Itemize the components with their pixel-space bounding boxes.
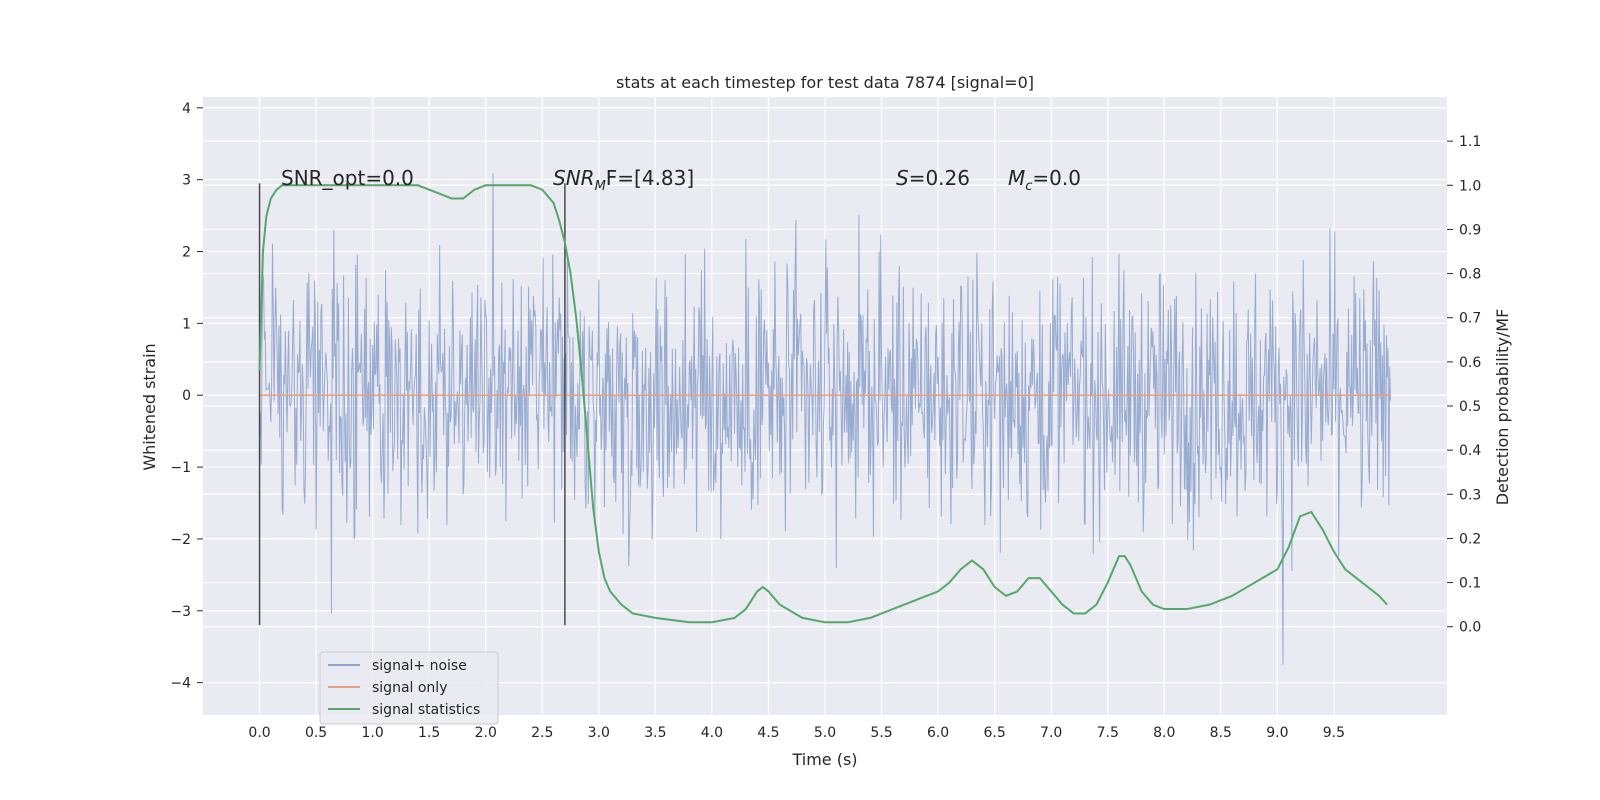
annotation-snr-mf-main: SNR [553,166,595,190]
annotation-snr-mf-sub: M [595,179,606,194]
x-tick-label: 6.5 [984,725,1006,741]
chart-title: stats at each timestep for test data 787… [616,73,1034,92]
annotation-s-main: S [896,166,909,190]
y-tick-label: −4 [170,676,191,692]
annotation-mc-tail: =0.0 [1032,166,1081,190]
x-tick-label: 5.0 [814,725,836,741]
y2-tick-label: 0.9 [1459,222,1481,238]
series-signal-noise [259,173,1391,665]
x-tick-label: 4.5 [757,725,779,741]
y2-tick-label: 0.4 [1459,443,1481,459]
x-tick-label: 4.0 [701,725,723,741]
annotation-snr-mf-tail: F=[4.83] [606,166,694,190]
y2-tick-label: 1.0 [1459,178,1481,194]
y2-tick-label: 0.3 [1459,487,1481,503]
x-tick-label: 3.0 [588,725,610,741]
annotation-s: S=0.26 [896,166,970,190]
y2-tick-label: 0.8 [1459,267,1481,283]
y2-tick-label: 0.0 [1459,620,1481,636]
x-tick-label: 2.5 [531,725,553,741]
y-tick-label: −1 [170,460,191,476]
x-tick-label: 0.0 [248,725,270,741]
y2-tick-label: 0.2 [1459,531,1481,547]
legend-label-signal-only: signal only [372,680,447,696]
x-tick-label: 5.5 [870,725,892,741]
series-signal-statistics [258,184,1388,624]
x-tick-label: 7.5 [1097,725,1119,741]
legend-label-statistics: signal statistics [372,702,480,718]
y2-tick-label: 0.5 [1459,399,1481,415]
x-tick-label: 2.0 [475,725,497,741]
noise-trace [259,173,1391,665]
y2-tick-label: 0.6 [1459,355,1481,371]
y-tick-label: 3 [182,173,191,189]
y-tick-label: −2 [170,532,191,548]
annotation-mc-sub: c [1025,179,1032,194]
annotation-mc-main: M [1008,166,1025,190]
x-tick-label: 9.0 [1266,725,1288,741]
y2-tick-label: 0.7 [1459,311,1481,327]
x-tick-label: 0.5 [305,725,327,741]
y-tick-label: −3 [170,604,191,620]
annotation-snr-mf: SNRMF=[4.83] [553,166,694,194]
y-tick-label: 0 [182,388,191,404]
legend-box [319,651,499,725]
x-tick-label: 1.5 [418,725,440,741]
x-tick-label: 6.0 [927,725,949,741]
annotation-mc: Mc=0.0 [1008,166,1081,194]
annotation-s-tail: =0.26 [909,166,970,190]
y-axis-ticks: −4 −3 −2 −1 0 1 2 3 4 [170,101,203,692]
x-axis-ticks: 0.0 0.5 1.0 1.5 2.0 2.5 3.0 3.5 4.0 4.5 5.0 5.5 6.0 6… [248,725,1345,741]
y-tick-label: 1 [182,316,191,332]
x-tick-label: 8.5 [1210,725,1232,741]
y-tick-label: 2 [182,245,191,261]
y2-tick-label: 0.1 [1459,576,1481,592]
x-tick-label: 3.5 [644,725,666,741]
x-tick-label: 9.5 [1323,725,1345,741]
y-axis-label: Whitened strain [140,343,159,470]
legend: signal+ noise signal only signal statist… [319,651,499,725]
x-tick-label: 7.0 [1040,725,1062,741]
x-tick-label: 8.0 [1153,725,1175,741]
y2-axis-ticks: 0.0 0.1 0.2 0.3 0.4 0.5 0.6 0.7 0.8 0.9 1.0 1.1 [1447,134,1481,636]
annotation-snr-opt: SNR_opt=0.0 [281,166,414,190]
y-tick-label: 4 [182,101,191,117]
x-tick-label: 1.0 [362,725,384,741]
y2-axis-label: Detection probability/MF [1493,309,1512,506]
y2-tick-label: 1.1 [1459,134,1481,150]
x-axis-label: Time (s) [791,750,857,769]
marker-lines [258,183,566,626]
legend-label-noise: signal+ noise [372,658,467,674]
